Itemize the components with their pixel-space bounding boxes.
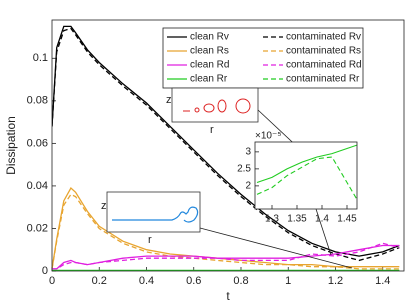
legend-box bbox=[162, 27, 364, 89]
legend-label: clean Rv bbox=[190, 32, 229, 43]
y-tick-label: 0.06 bbox=[27, 137, 48, 149]
snapshot-r-label: r bbox=[148, 234, 152, 246]
series-line bbox=[52, 193, 400, 270]
y-tick-label: 0 bbox=[42, 265, 48, 277]
x-tick-label: 1.4 bbox=[375, 275, 390, 287]
legend-label: contaminated Rv bbox=[286, 32, 361, 43]
series-line bbox=[52, 244, 400, 270]
series-line bbox=[52, 25, 400, 257]
series-line bbox=[52, 242, 400, 270]
snapshot-z-label: z bbox=[101, 200, 107, 212]
jet-shape bbox=[112, 206, 199, 223]
snapshot-box bbox=[106, 191, 201, 233]
snapshot-r-label: r bbox=[210, 124, 214, 136]
series-line bbox=[52, 27, 400, 262]
snapshot-box bbox=[171, 87, 259, 123]
legend-label: contaminated Rs bbox=[286, 46, 361, 57]
axes-frame bbox=[254, 141, 358, 210]
series-line bbox=[256, 144, 357, 184]
plot-area bbox=[255, 142, 357, 209]
y-tick-label: 0.02 bbox=[27, 222, 48, 234]
x-axis-label: t bbox=[226, 289, 230, 303]
x-tick-label: 0 bbox=[49, 275, 55, 287]
y-tick-label: 0.04 bbox=[27, 180, 48, 192]
legend-label: clean Rs bbox=[190, 46, 229, 57]
y-tick-label: 2.5 bbox=[237, 164, 251, 175]
series-line bbox=[256, 156, 357, 200]
x-tick-label: 0.2 bbox=[92, 275, 107, 287]
y-tick-label: 0.1 bbox=[33, 52, 48, 64]
x-tick-label: 0.8 bbox=[233, 275, 248, 287]
inset-plot: 1.3 1.35 1.4 1.45 2 2.5 3 ×10⁻⁵ bbox=[237, 131, 358, 225]
x-tick-label: 1.35 bbox=[287, 214, 307, 225]
y-tick-label: 3 bbox=[245, 147, 251, 158]
y-axis-label: Dissipation bbox=[4, 116, 18, 175]
x-tick-label: 1.45 bbox=[337, 214, 357, 225]
x-tick-label: 0.4 bbox=[139, 275, 154, 287]
legend-label: clean Rd bbox=[190, 60, 229, 71]
y-tick-label: 2 bbox=[245, 181, 251, 192]
legend-label: clean Rr bbox=[190, 74, 228, 85]
x-tick-label: 1.2 bbox=[328, 275, 343, 287]
y-tick-label: 0.08 bbox=[27, 95, 48, 107]
droplets bbox=[183, 98, 251, 114]
y-exponent-label: ×10⁻⁵ bbox=[255, 131, 281, 142]
x-tick-label: 0.6 bbox=[186, 275, 201, 287]
axes-frame bbox=[51, 19, 405, 272]
x-tick-label: 1 bbox=[285, 275, 291, 287]
legend-label: contaminated Rr bbox=[286, 74, 360, 85]
snapshot-z-label: z bbox=[166, 94, 172, 106]
x-tick-label: 1.3 bbox=[265, 214, 279, 225]
legend-label: contaminated Rd bbox=[286, 60, 362, 71]
x-tick-label: 1.4 bbox=[315, 214, 329, 225]
